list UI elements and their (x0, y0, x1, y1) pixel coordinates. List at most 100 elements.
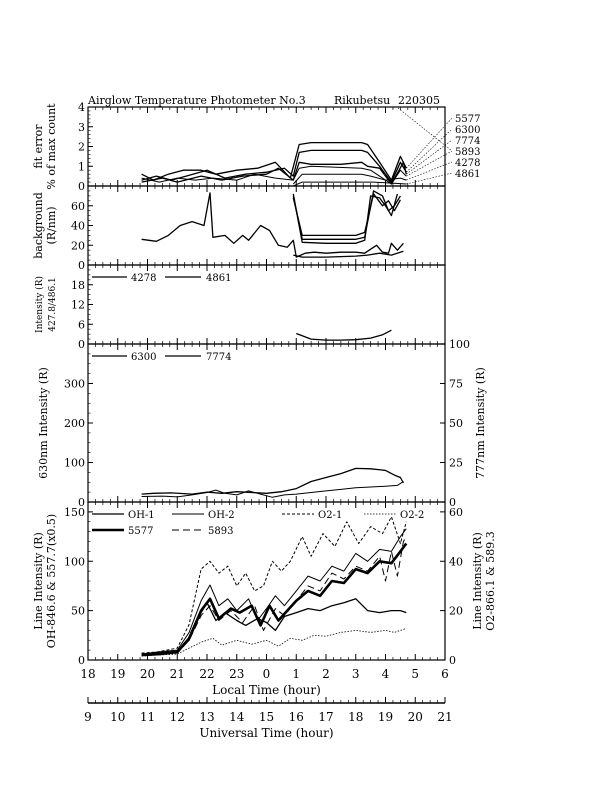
right-y-axis-label: Line Intensity (R) (471, 532, 484, 630)
right-y-axis-label: O2-866.1 & 589.3 (484, 531, 497, 631)
series-group (141, 141, 407, 186)
y-tick-label: 6 (78, 318, 85, 331)
y-tick-label: 200 (64, 417, 85, 430)
right-y-tick-label: 100 (449, 338, 470, 351)
legend-label: 4278 (131, 273, 156, 284)
legend-label: 6300 (455, 125, 480, 136)
chart-title: Airglow Temperature Photometer No.3 Riku… (87, 94, 440, 107)
ut-tick-label: 13 (199, 710, 214, 724)
panel-ratio: 0 6 12 18 Intensity (R) 427.8/486.1 4278 4861 (34, 264, 446, 351)
series-O2-1 (141, 516, 407, 654)
ut-tick-label: 17 (318, 710, 333, 724)
right-y-axis-label: 777nm Intensity (R) (474, 367, 487, 479)
series-6300 (141, 149, 407, 183)
right-y-tick-label: 0 (449, 496, 456, 509)
legend-leader (406, 161, 453, 181)
y-tick-label: 150 (64, 506, 85, 519)
y-axis-label: % of max count (45, 103, 58, 190)
ut-axis-label: Universal Time (hour) (199, 726, 333, 740)
right-y-tick-label: 20 (449, 605, 463, 618)
series-b3 (292, 193, 401, 237)
legend-label: 5577 (455, 114, 480, 125)
y-tick-label: 0 (78, 180, 85, 193)
y-tick-label: 60 (71, 200, 85, 213)
right-y-tick-label: 25 (449, 457, 463, 470)
local-time-tick-label: 22 (199, 667, 214, 681)
legend-leader (406, 172, 453, 185)
local-time-tick-label: 6 (441, 667, 449, 681)
series-group (141, 467, 404, 498)
right-y-tick-label: 40 (449, 555, 463, 568)
local-time-tick-label: 5 (411, 667, 419, 681)
legend-leader (406, 139, 453, 175)
local-time-tick-label: 2 (322, 667, 330, 681)
local-time-tick-label: 20 (140, 667, 155, 681)
y-axis-label: 630nm Intensity (R) (37, 367, 50, 479)
legend-label: 6300 (131, 352, 156, 363)
legend-label: 7774 (206, 352, 231, 363)
series-4278 (292, 173, 407, 185)
y-tick-label: 0 (78, 496, 85, 509)
ut-tick-label: 14 (229, 710, 245, 724)
local-time-tick-label: 1 (292, 667, 300, 681)
series-6300 (141, 467, 404, 495)
ut-tick-label: 16 (289, 710, 304, 724)
legend-label: 5577 (128, 526, 153, 537)
legend-label: OH-1 (128, 510, 155, 521)
legend-label: O2-2 (400, 510, 424, 521)
panel-frame (87, 185, 446, 266)
y-tick-label: 0 (78, 654, 85, 667)
legend-leader (406, 128, 453, 173)
ut-tick-label: 10 (110, 710, 125, 724)
y-tick-label: 4 (78, 101, 85, 114)
legend-label: OH-2 (208, 510, 235, 521)
panel-fit_error: 0 1 2 3 4 fit error% of max count 557763007774… (32, 101, 480, 193)
series-4278/4861 (296, 329, 392, 341)
series-b4 (293, 250, 404, 258)
series-main (141, 192, 404, 258)
y-tick-label: 50 (71, 605, 85, 618)
legend-label: 4278 (455, 158, 480, 169)
series-group (296, 329, 392, 341)
series-7774 (141, 481, 404, 498)
series-group (141, 190, 404, 258)
right-y-tick-label: 75 (449, 378, 463, 391)
legend-label: 4861 (206, 273, 231, 284)
legend-label: 7774 (455, 136, 480, 147)
local-time-tick-label: 3 (352, 667, 360, 681)
y-tick-label: 100 (64, 555, 85, 568)
right-y-tick-label: 0 (449, 654, 456, 667)
title-text: Airglow Temperature Photometer No.3 (87, 94, 306, 107)
panel-background: 0 20 40 60 background (R/nm) (32, 185, 446, 272)
y-tick-label: 0 (78, 338, 85, 351)
local-time-tick-label: 4 (382, 667, 390, 681)
y-axis-label: background (32, 192, 45, 259)
y-tick-label: 18 (71, 279, 85, 292)
series-OH-2 (141, 528, 407, 655)
legend-label: 5893 (455, 147, 480, 158)
series-O2-2 (141, 628, 407, 657)
series-group (141, 516, 408, 657)
station-text: Rikubetsu (334, 94, 390, 107)
y-axis-label: fit error (32, 124, 45, 169)
y-axis-label: (R/nm) (45, 206, 58, 244)
series-7774 (141, 161, 407, 185)
series-b2 (292, 190, 401, 240)
legend-leader (406, 150, 453, 177)
local-time-tick-label: 18 (80, 667, 95, 681)
y-tick-label: 0 (78, 259, 85, 272)
y-axis-label: Intensity (R) (34, 276, 45, 333)
y-axis-label: 427.8/486.1 (48, 277, 58, 332)
ut-tick-label: 15 (259, 710, 274, 724)
series-5577 (141, 141, 407, 181)
y-tick-label: 100 (64, 457, 85, 470)
local-time-tick-label: 21 (170, 667, 185, 681)
panel-line_intensity: 0 50 100 150 Line Intensity (R) OH-846.6 & 55… (32, 501, 497, 667)
ut-tick-label: 18 (348, 710, 363, 724)
series-5893 (141, 536, 407, 656)
y-axis-label: OH-846.6 & 557.7(x0.5) (45, 514, 58, 648)
y-tick-label: 20 (71, 239, 85, 252)
